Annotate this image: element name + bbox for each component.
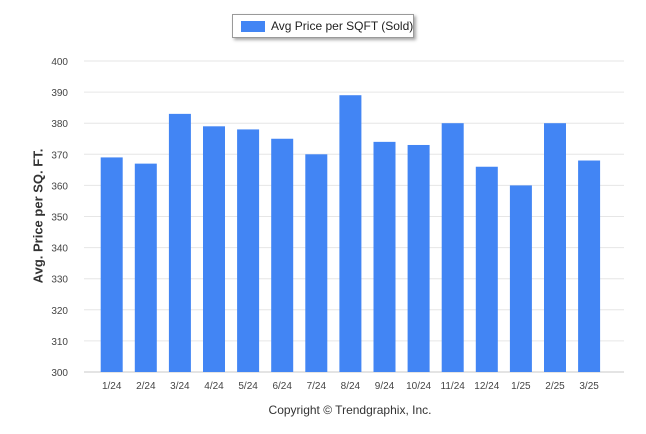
y-tick-label: 300: [51, 368, 68, 379]
y-axis-label: Avg. Price per SQ. FT.: [30, 148, 46, 284]
bar: [373, 141, 396, 372]
y-tick-label: 400: [51, 57, 68, 68]
x-tick-label: 4/24: [204, 381, 224, 392]
y-tick-label: 350: [51, 213, 68, 224]
chart-legend: Avg Price per SQFT (Sold): [232, 14, 414, 38]
y-tick-label: 340: [51, 244, 68, 255]
bar: [544, 123, 566, 372]
y-tick-label: 320: [51, 306, 68, 317]
bar: [237, 129, 260, 372]
bar: [168, 113, 191, 373]
x-tick-label: 3/25: [579, 381, 599, 392]
bar: [305, 154, 328, 372]
y-tick-label: 310: [51, 337, 68, 348]
y-tick-label: 380: [51, 119, 68, 130]
x-tick-label: 7/24: [307, 381, 327, 392]
y-tick-label: 330: [51, 275, 68, 286]
x-tick-label: 9/24: [375, 381, 395, 392]
bar: [475, 166, 498, 372]
bar: [441, 123, 464, 372]
bar: [271, 138, 294, 372]
x-tick-label: 6/24: [272, 381, 292, 392]
bar: [578, 160, 601, 372]
x-tick-label: 3/24: [170, 381, 190, 392]
x-tick-label: 2/24: [136, 381, 156, 392]
x-tick-label: 8/24: [341, 381, 361, 392]
x-tick-label: 10/24: [406, 381, 431, 392]
x-tick-label: 12/24: [474, 381, 499, 392]
x-tick-label: 5/24: [238, 381, 258, 392]
x-tick-label: 11/24: [441, 381, 466, 392]
bar: [100, 157, 123, 372]
x-tick-label: 2/25: [545, 381, 565, 392]
legend-label: Avg Price per SQFT (Sold): [271, 19, 414, 33]
bar: [339, 95, 362, 373]
y-tick-label: 360: [51, 181, 68, 192]
x-tick-label: 1/25: [511, 381, 531, 392]
legend-swatch: [241, 21, 265, 32]
copyright-footer: Copyright © Trendgraphix, Inc.: [268, 403, 432, 417]
bar: [407, 144, 430, 372]
bar: [203, 126, 225, 372]
y-tick-label: 370: [51, 150, 68, 161]
y-tick-label: 390: [51, 88, 68, 99]
bar: [509, 185, 532, 372]
x-tick-label: 1/24: [102, 381, 122, 392]
bar: [134, 163, 157, 372]
